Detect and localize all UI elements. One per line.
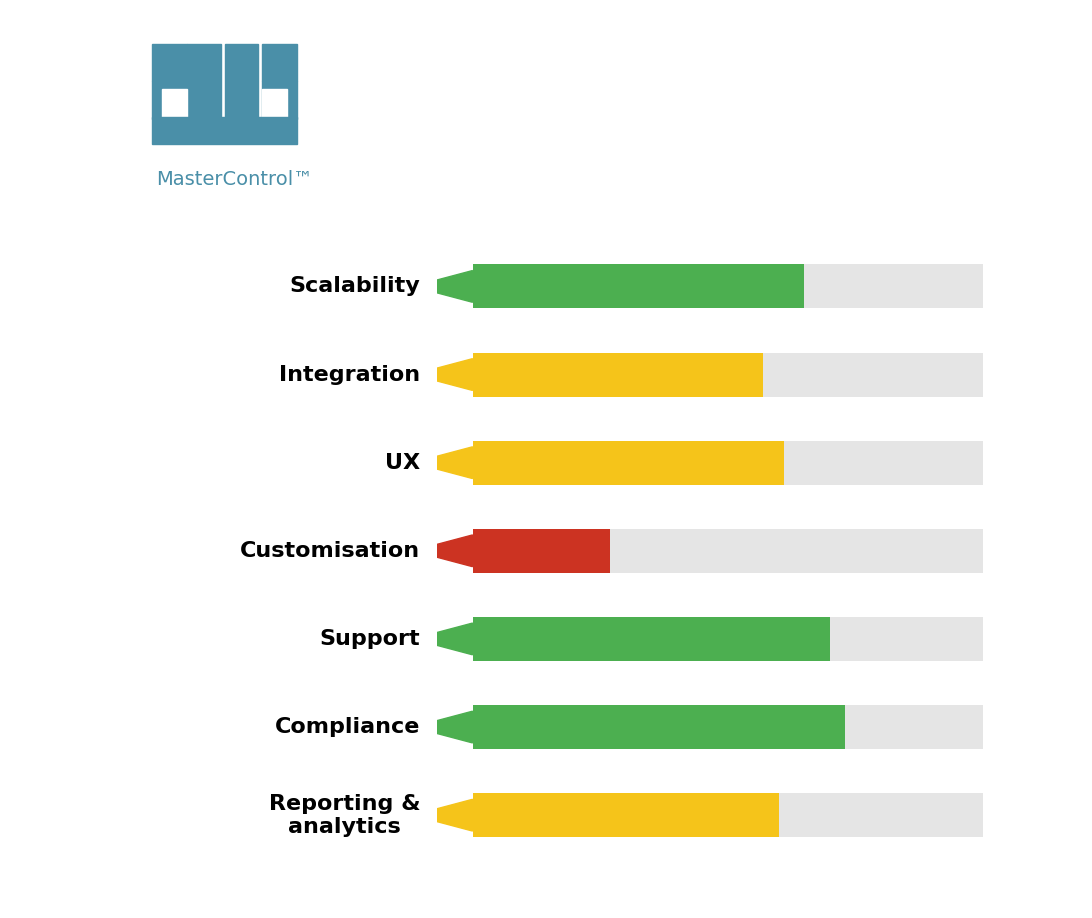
Polygon shape: [413, 800, 473, 831]
Bar: [473, 529, 983, 573]
Bar: [473, 353, 983, 397]
Bar: [473, 353, 763, 397]
Bar: [152, 82, 187, 118]
Bar: [187, 44, 221, 118]
Bar: [225, 44, 258, 118]
Bar: [262, 44, 297, 82]
Polygon shape: [413, 271, 473, 302]
Bar: [473, 617, 983, 661]
Polygon shape: [413, 359, 473, 390]
Bar: [262, 82, 297, 118]
Polygon shape: [413, 623, 473, 655]
Bar: [473, 529, 610, 573]
Bar: [162, 89, 187, 118]
Polygon shape: [413, 711, 473, 743]
Bar: [473, 441, 983, 485]
Bar: [473, 705, 845, 749]
Bar: [473, 705, 983, 749]
Bar: [473, 441, 784, 485]
Bar: [473, 264, 804, 308]
Bar: [262, 89, 287, 118]
Bar: [473, 793, 983, 837]
Bar: [152, 118, 297, 144]
Text: MasterControl™: MasterControl™: [156, 170, 313, 189]
Bar: [473, 264, 983, 308]
Bar: [152, 44, 187, 82]
Polygon shape: [413, 535, 473, 566]
Bar: [473, 617, 830, 661]
Bar: [473, 793, 779, 837]
Polygon shape: [413, 447, 473, 478]
